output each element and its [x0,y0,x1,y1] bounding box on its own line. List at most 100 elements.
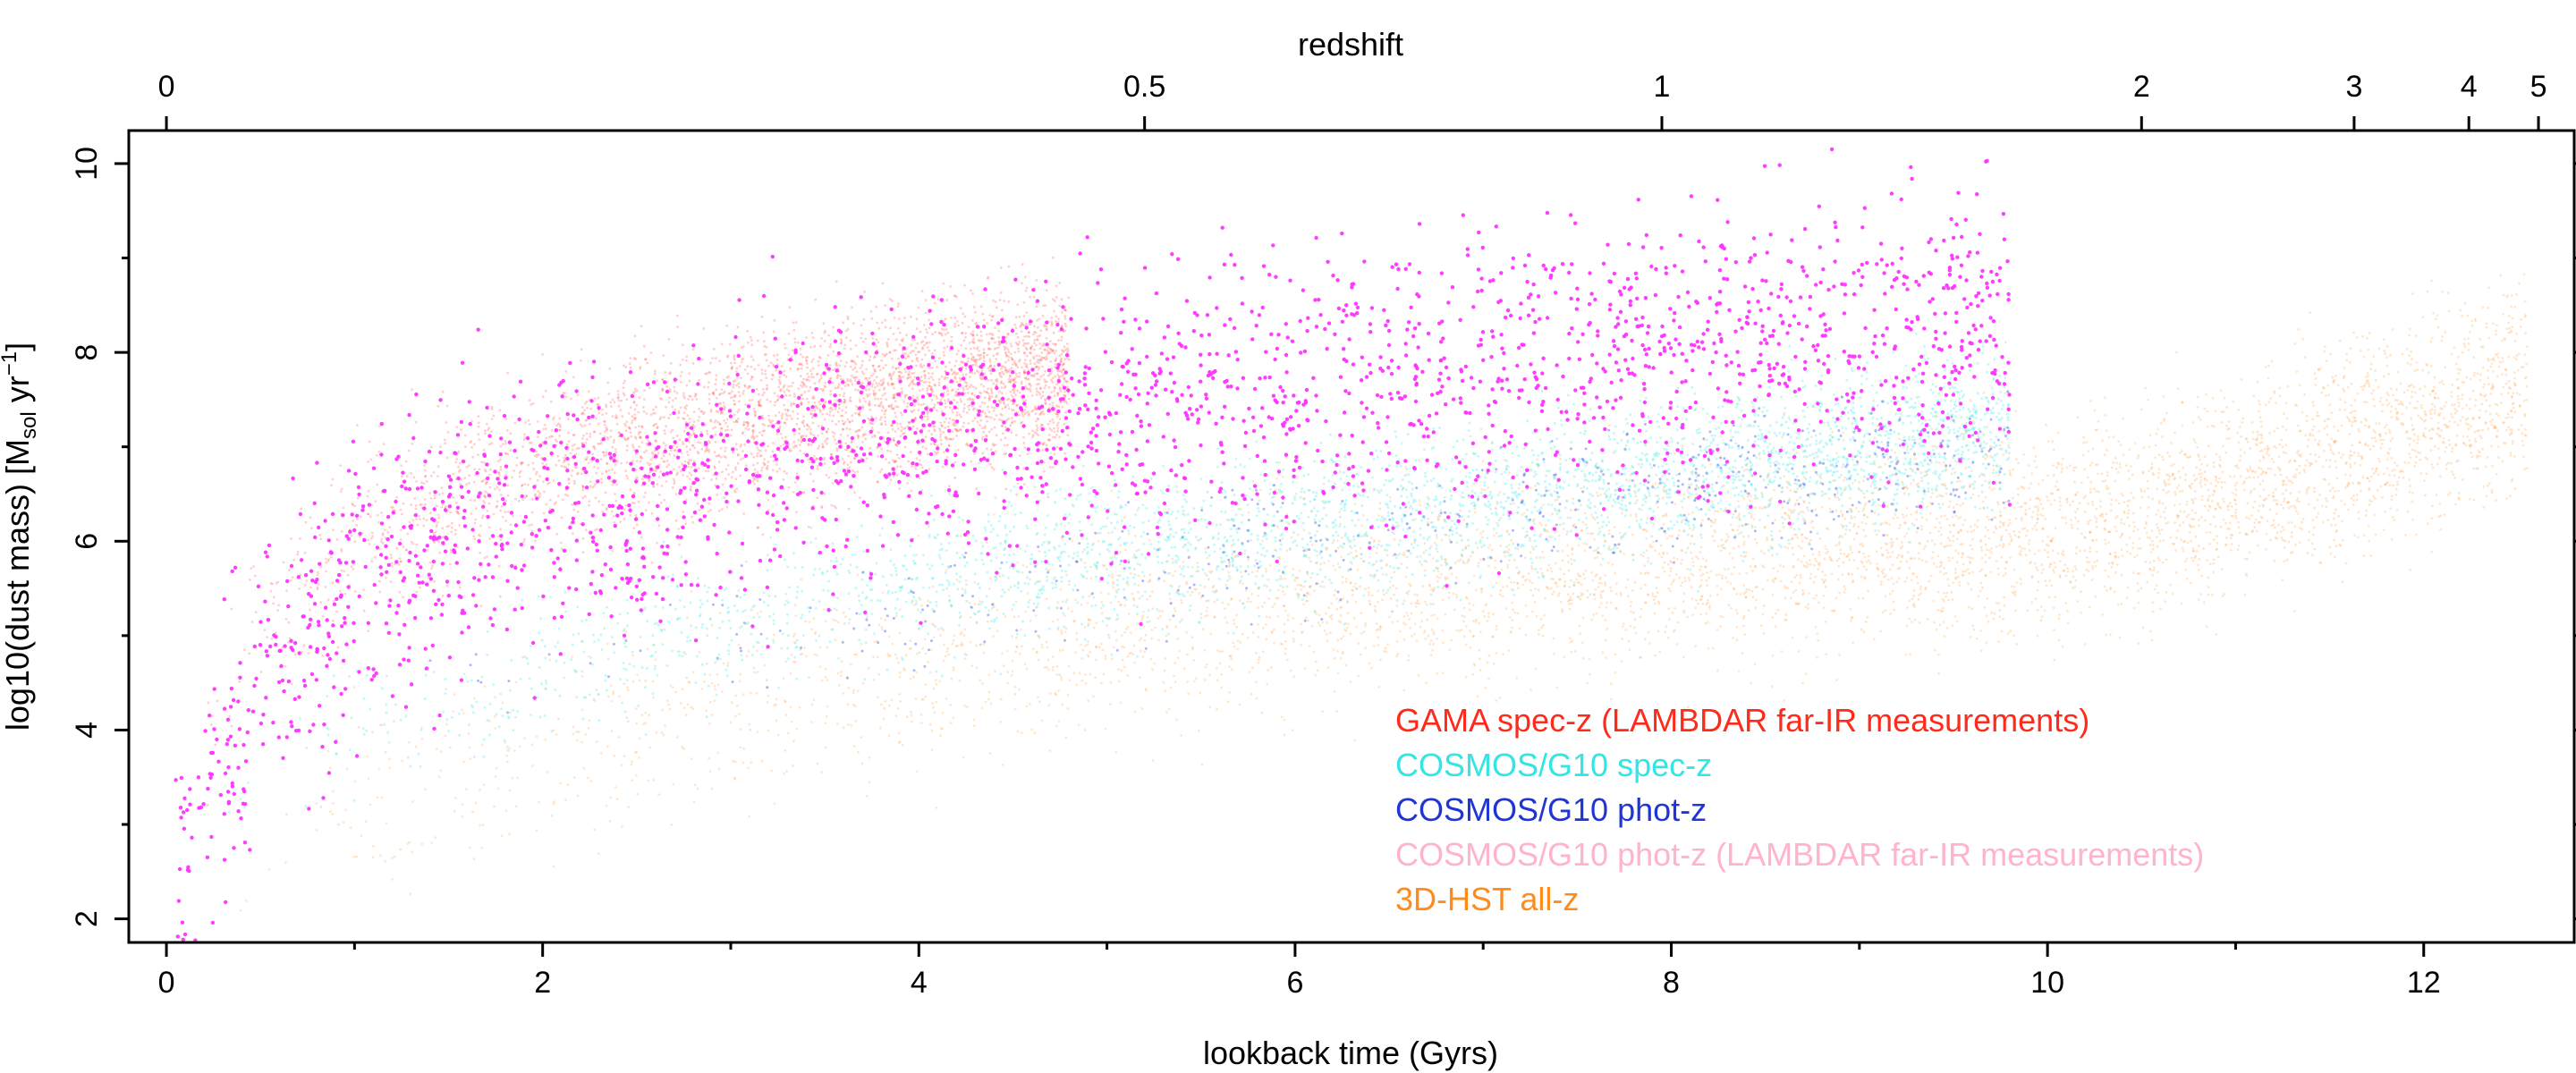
data-point [1941,494,1945,498]
data-point [1926,473,1929,476]
data-point [2165,411,2168,415]
data-point [1967,605,1970,609]
data-point [1937,653,1940,656]
data-point [1955,537,1959,541]
data-point [2411,428,2414,432]
data-point [1204,678,1207,681]
data-point [1954,549,1958,553]
data-point [2220,486,2224,489]
data-point [1792,566,1795,569]
data-point [2096,428,2098,431]
data-point [469,846,471,849]
data-point [2472,417,2475,420]
data-point [909,677,912,680]
data-point [1691,511,1694,514]
data-point [384,859,386,863]
data-point [860,642,863,646]
data-point [1781,435,1784,439]
data-point [920,698,924,701]
data-point [683,653,687,655]
data-point [1994,525,1997,528]
data-point [1984,574,1987,578]
data-point [1987,518,1991,521]
data-point [2272,495,2275,498]
data-point [1751,596,1755,599]
data-point [887,704,891,707]
data-point [2505,296,2509,299]
data-point [2470,324,2474,327]
data-point [2378,435,2382,438]
data-point [2157,502,2161,505]
data-point [1699,579,1703,582]
data-point [1496,581,1498,585]
data-point [380,796,384,799]
data-point [2334,545,2338,548]
data-point [636,792,640,796]
data-point [2284,444,2288,447]
data-point [552,865,555,868]
data-point [1532,528,1536,532]
data-point [2204,483,2207,486]
data-point [1830,609,1834,613]
data-point [2023,502,2026,504]
data-point [2272,491,2275,494]
data-point [1176,656,1180,659]
data-point [2339,398,2342,401]
data-point [2148,567,2151,570]
data-point [1943,592,1946,595]
data-point [2146,515,2149,518]
data-point [2433,409,2436,412]
data-point [1284,647,1287,651]
data-point [1571,547,1574,550]
data-point [1987,486,1991,489]
data-point [2040,615,2044,618]
data-point [1788,542,1791,545]
data-point [2401,422,2404,425]
data-point [2511,477,2514,481]
data-point [1570,650,1573,654]
data-point [1984,543,1987,546]
data-point [1123,630,1127,634]
data-point [716,683,720,687]
data-point [1435,560,1438,562]
data-point [2314,453,2318,457]
data-point [1436,672,1438,675]
data-point [2275,499,2278,502]
data-point [2430,417,2433,420]
data-point [1395,604,1399,607]
data-point [2293,506,2297,510]
data-point [1507,548,1511,552]
data-point [1879,583,1883,587]
data-point [2015,581,2019,584]
data-point [1683,576,1687,579]
data-point [1037,658,1040,662]
data-point [2433,405,2436,408]
data-point [1989,447,1993,451]
data-point [1232,520,1235,523]
data-point [2114,456,2117,460]
data-point [2085,556,2089,559]
data-point [1458,629,1462,632]
data-point [1128,652,1131,655]
data-point [2121,532,2124,536]
data-point [2417,414,2420,418]
data-point [1990,488,1994,492]
data-point [1428,583,1431,587]
data-point [2441,440,2445,444]
data-point [2085,568,2089,571]
data-point [587,655,590,658]
data-point [2044,518,2047,520]
data-point [1444,578,1447,580]
data-point [953,634,956,637]
data-point [2041,527,2045,530]
data-point [1979,581,1983,585]
data-point [1668,618,1671,621]
data-point [467,732,470,735]
data-point [1373,576,1376,579]
data-point [1175,718,1178,722]
data-point [2364,444,2367,446]
data-point [1499,588,1503,592]
data-point [1955,503,1959,506]
data-point [1717,573,1721,577]
data-point [2434,444,2436,448]
